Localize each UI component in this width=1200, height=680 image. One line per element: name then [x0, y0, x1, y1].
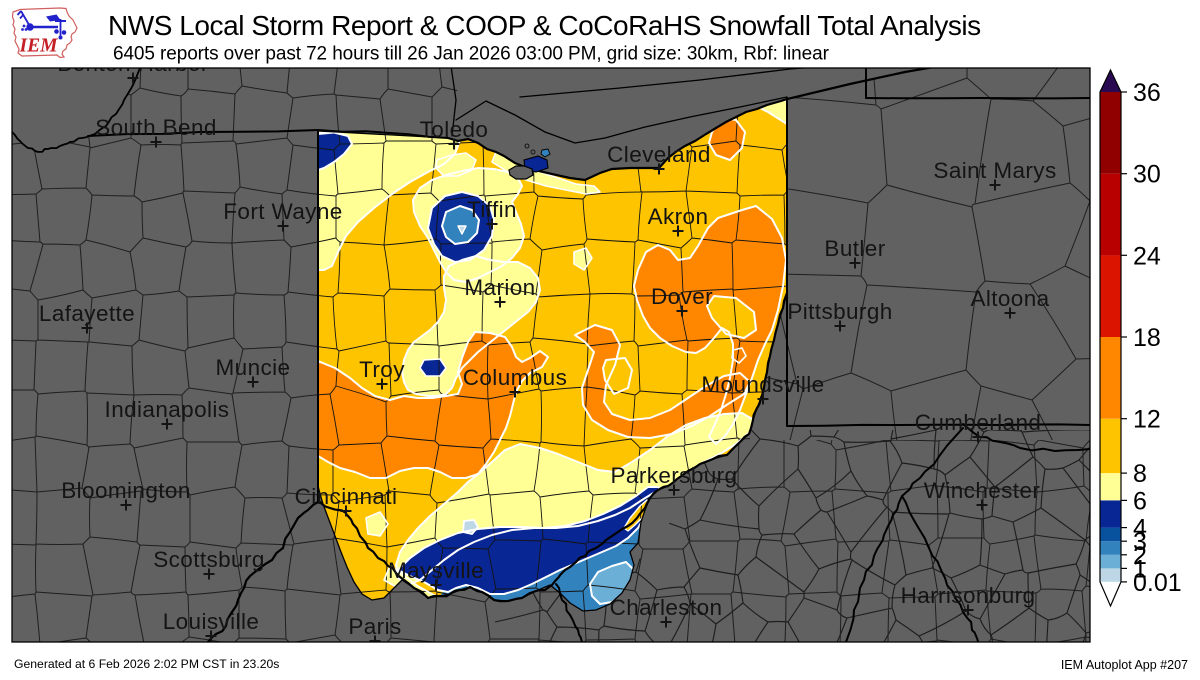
svg-text:Dover: Dover: [651, 284, 713, 309]
svg-text:Charleston: Charleston: [610, 595, 723, 620]
svg-text:Pittsburgh: Pittsburgh: [787, 299, 892, 324]
svg-text:Tiffin: Tiffin: [467, 197, 517, 222]
svg-text:30: 30: [1133, 161, 1161, 189]
svg-text:24: 24: [1133, 242, 1161, 270]
svg-text:3: 3: [1133, 528, 1147, 556]
svg-text:12: 12: [1133, 406, 1161, 434]
svg-text:NWS Local Storm Report & COOP: NWS Local Storm Report & COOP & CoCoRaHS…: [108, 10, 981, 41]
svg-text:36: 36: [1133, 79, 1161, 107]
svg-text:Columbus: Columbus: [463, 365, 568, 390]
svg-text:4: 4: [1133, 515, 1147, 543]
svg-text:Muncie: Muncie: [216, 355, 291, 380]
svg-text:Altoona: Altoona: [970, 286, 1049, 311]
svg-text:Marion: Marion: [464, 275, 535, 300]
svg-text:Louisville: Louisville: [163, 609, 260, 634]
svg-text:Harrisonburg: Harrisonburg: [901, 583, 1036, 608]
svg-text:Toledo: Toledo: [420, 117, 489, 142]
svg-text:Troy: Troy: [359, 357, 405, 382]
svg-text:Saint Marys: Saint Marys: [933, 158, 1056, 183]
svg-text:IEM Autoplot App #207: IEM Autoplot App #207: [1061, 658, 1188, 672]
svg-text:Fort Wayne: Fort Wayne: [223, 199, 342, 224]
svg-text:1: 1: [1133, 555, 1147, 583]
svg-text:Winchester: Winchester: [924, 478, 1041, 503]
svg-text:Moundsville: Moundsville: [701, 372, 824, 397]
svg-text:6405 reports over past 72 hour: 6405 reports over past 72 hours till 26 …: [113, 44, 830, 65]
svg-text:0.01: 0.01: [1133, 569, 1182, 597]
svg-text:Scottsburg: Scottsburg: [153, 547, 265, 572]
svg-text:Lafayette: Lafayette: [39, 301, 135, 326]
svg-text:IEM: IEM: [19, 36, 59, 57]
svg-text:8: 8: [1133, 460, 1147, 488]
svg-text:18: 18: [1133, 324, 1161, 352]
svg-text:South Bend: South Bend: [95, 115, 217, 140]
svg-text:Butler: Butler: [824, 236, 885, 261]
svg-text:Bloomington: Bloomington: [61, 478, 190, 503]
svg-text:Maysville: Maysville: [388, 558, 484, 583]
svg-text:Cleveland: Cleveland: [607, 142, 711, 167]
svg-text:6: 6: [1133, 487, 1147, 515]
svg-text:Cumberland: Cumberland: [915, 410, 1042, 435]
svg-text:Benton Harbor: Benton Harbor: [57, 51, 209, 76]
svg-text:Akron: Akron: [648, 204, 709, 229]
svg-text:Indianapolis: Indianapolis: [105, 397, 230, 422]
svg-text:Generated at 6 Feb 2026 2:02 P: Generated at 6 Feb 2026 2:02 PM CST in 2…: [14, 657, 279, 671]
svg-text:2: 2: [1133, 542, 1147, 570]
svg-text:Cincinnati: Cincinnati: [295, 484, 398, 509]
svg-text:Paris: Paris: [348, 614, 401, 639]
svg-text:Parkersburg: Parkersburg: [611, 463, 738, 488]
